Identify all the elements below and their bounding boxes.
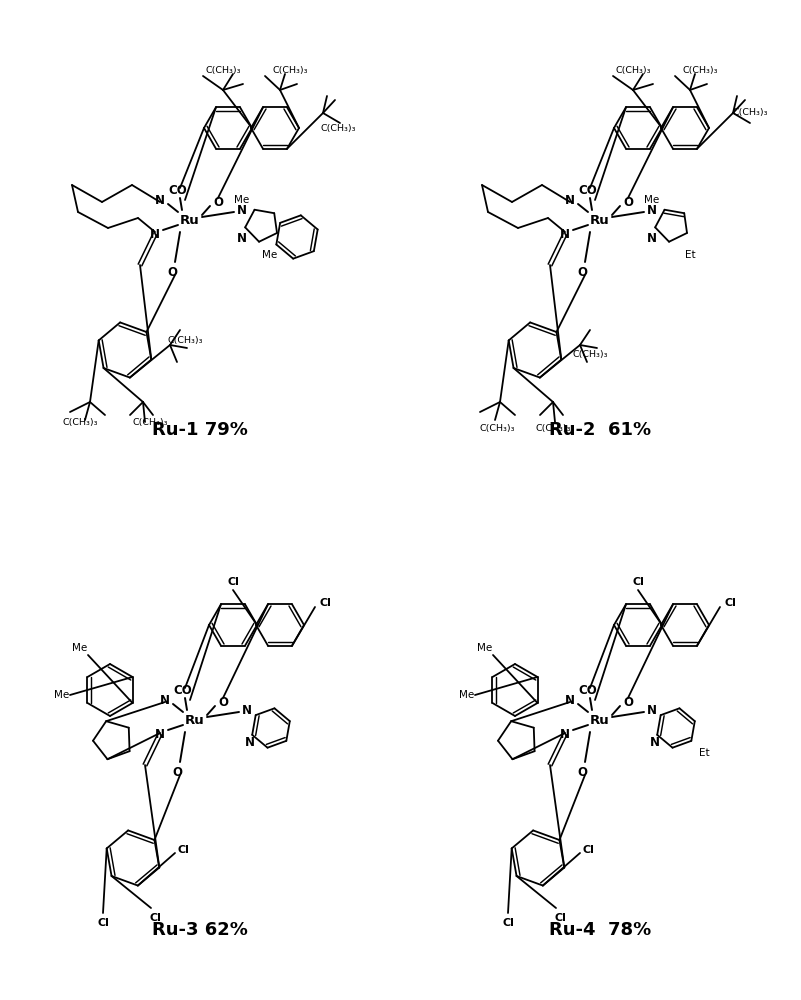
Text: N: N — [237, 204, 247, 217]
Text: N: N — [237, 232, 247, 244]
Text: N: N — [155, 728, 165, 742]
Text: C(CH₃)₃: C(CH₃)₃ — [615, 66, 650, 75]
Text: N: N — [647, 232, 657, 244]
Text: C(CH₃)₃: C(CH₃)₃ — [132, 418, 167, 426]
Text: C(CH₃)₃: C(CH₃)₃ — [682, 66, 718, 75]
Text: Ru: Ru — [590, 214, 610, 227]
Text: Cl: Cl — [319, 598, 331, 608]
Text: C(CH₃)₃: C(CH₃)₃ — [572, 351, 608, 360]
Text: Me: Me — [477, 643, 493, 653]
Text: C(CH₃)₃: C(CH₃)₃ — [205, 66, 241, 75]
Text: Ru: Ru — [185, 714, 205, 726]
Text: Me: Me — [235, 195, 250, 205]
Text: Et: Et — [698, 748, 710, 758]
Text: N: N — [647, 204, 657, 217]
Text: Ru-1 79%: Ru-1 79% — [152, 421, 248, 439]
Text: CO: CO — [578, 184, 598, 196]
Text: Cl: Cl — [632, 577, 644, 587]
Text: Et: Et — [685, 250, 695, 260]
Text: C(CH₃)₃: C(CH₃)₃ — [320, 123, 356, 132]
Text: N: N — [565, 694, 575, 706]
Text: N: N — [647, 704, 657, 716]
Text: O: O — [623, 696, 633, 708]
Text: O: O — [577, 766, 587, 778]
Text: Ru: Ru — [180, 214, 200, 227]
Text: Me: Me — [460, 690, 475, 700]
Text: Cl: Cl — [227, 577, 239, 587]
Text: Me: Me — [263, 250, 278, 260]
Text: N: N — [155, 194, 165, 207]
Text: O: O — [167, 265, 177, 278]
Text: Ru-3 62%: Ru-3 62% — [152, 921, 248, 939]
Text: O: O — [218, 696, 228, 708]
Text: O: O — [172, 766, 182, 778]
Text: CO: CO — [174, 684, 192, 696]
Text: Me: Me — [54, 690, 70, 700]
Text: O: O — [623, 196, 633, 209]
Text: N: N — [242, 704, 252, 716]
Text: N: N — [150, 229, 160, 241]
Text: C(CH₃)₃: C(CH₃)₃ — [272, 66, 308, 75]
Text: Ru-4  78%: Ru-4 78% — [549, 921, 651, 939]
Text: N: N — [160, 694, 170, 706]
Text: N: N — [560, 728, 570, 742]
Text: C(CH₃)₃: C(CH₃)₃ — [535, 424, 571, 432]
Text: Cl: Cl — [149, 913, 161, 923]
Text: Ru: Ru — [590, 714, 610, 726]
Text: N: N — [560, 229, 570, 241]
Text: O: O — [577, 265, 587, 278]
Text: N: N — [565, 194, 575, 207]
Text: Cl: Cl — [724, 598, 736, 608]
Text: C(CH₃)₃: C(CH₃)₃ — [62, 418, 98, 426]
Text: Me: Me — [644, 195, 660, 205]
Text: Cl: Cl — [177, 845, 189, 855]
Text: C(CH₃)₃: C(CH₃)₃ — [167, 336, 203, 344]
Text: Cl: Cl — [554, 913, 566, 923]
Text: N: N — [245, 736, 255, 748]
Text: Cl: Cl — [97, 918, 109, 928]
Text: C(CH₃)₃: C(CH₃)₃ — [732, 108, 767, 117]
Text: CO: CO — [578, 684, 598, 696]
Text: O: O — [213, 196, 223, 209]
Text: Me: Me — [72, 643, 87, 653]
Text: Cl: Cl — [502, 918, 514, 928]
Text: Cl: Cl — [582, 845, 594, 855]
Text: N: N — [650, 736, 660, 748]
Text: CO: CO — [169, 184, 187, 196]
Text: C(CH₃)₃: C(CH₃)₃ — [479, 424, 515, 432]
Text: Ru-2  61%: Ru-2 61% — [549, 421, 651, 439]
